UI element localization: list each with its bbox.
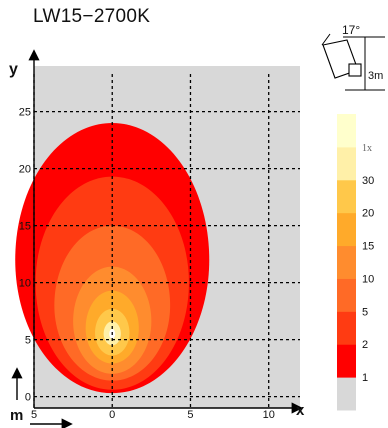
x-tick-label-5: 5: [31, 409, 37, 421]
x-tick-label-0: 0: [109, 409, 115, 421]
fixture-height-label: 3m: [368, 70, 383, 82]
chart-title: LW15−2700K: [33, 6, 151, 27]
legend-label-30: 30: [362, 175, 374, 187]
legend-label-5: 5: [362, 306, 368, 318]
y-tick-label-25: 25: [19, 107, 31, 119]
legend-label-15: 15: [362, 241, 374, 253]
x-tick-label-5: 5: [187, 409, 193, 421]
y-tick-label-5: 5: [25, 335, 31, 347]
y-tick-label-10: 10: [19, 278, 31, 290]
legend-swatch-2: [337, 344, 356, 378]
unit-label-m: m: [10, 407, 23, 424]
y-tick-label-20: 20: [19, 164, 31, 176]
fixture-tilt-label: 17°: [342, 23, 360, 37]
legend-swatch-1x: [337, 146, 356, 181]
x-tick-label-10: 10: [263, 409, 275, 421]
legend-swatch-15: [337, 245, 356, 279]
fixture-bracket: [348, 63, 362, 77]
y-tick-label-15: 15: [19, 221, 31, 233]
legend-swatch-5: [337, 311, 356, 345]
legend-label-10: 10: [362, 273, 374, 285]
legend-label-1x: 1x: [362, 143, 372, 154]
legend-swatch-10: [337, 278, 356, 312]
y-tick-label-0: 0: [25, 392, 31, 404]
x-axis-label: x: [296, 402, 305, 419]
legend-label-2: 2: [362, 339, 368, 351]
fixture-angle-tick: [321, 33, 331, 46]
legend-label-20: 20: [362, 208, 374, 220]
legend-swatch-1: [337, 377, 356, 411]
legend-swatch-30: [337, 179, 356, 214]
legend-label-1: 1: [362, 372, 368, 384]
legend-swatch-20: [337, 212, 356, 247]
legend-swatch-top: [337, 114, 356, 148]
y-axis-label: y: [9, 61, 18, 78]
